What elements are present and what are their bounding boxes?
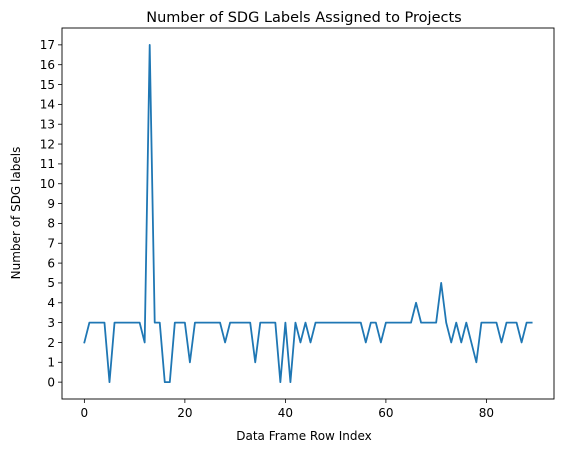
x-axis-label: Data Frame Row Index (236, 429, 371, 443)
y-tick-label: 5 (47, 276, 55, 290)
y-tick-label: 7 (47, 237, 55, 251)
plot-area (62, 28, 554, 399)
x-tick-label: 40 (278, 406, 293, 420)
x-tick-label: 80 (479, 406, 494, 420)
y-tick-label: 1 (47, 356, 55, 370)
y-tick-label: 11 (40, 157, 55, 171)
y-tick-label: 12 (40, 137, 55, 151)
y-tick-label: 4 (47, 296, 55, 310)
y-tick-label: 8 (47, 217, 55, 231)
y-tick-label: 10 (40, 177, 55, 191)
x-tick-label: 20 (177, 406, 192, 420)
y-tick-label: 2 (47, 336, 55, 350)
y-tick-label: 16 (40, 58, 55, 72)
chart-title: Number of SDG Labels Assigned to Project… (146, 10, 461, 26)
y-tick-label: 17 (40, 38, 55, 52)
y-tick-label: 6 (47, 256, 55, 270)
y-tick-label: 14 (40, 98, 55, 112)
x-tick-label: 60 (378, 406, 393, 420)
y-tick-label: 13 (40, 118, 55, 132)
y-tick-label: 15 (40, 78, 55, 92)
y-tick-label: 0 (47, 375, 55, 389)
plot-frame (61, 27, 555, 400)
x-tick-label: 0 (81, 406, 89, 420)
sdg-label-count-line (83, 43, 533, 384)
y-axis-label: Number of SDG labels (9, 147, 23, 280)
y-tick-label: 3 (47, 316, 55, 330)
y-tick-label: 9 (47, 197, 55, 211)
x-axis-ticks: 0 20 40 60 80 (81, 399, 494, 420)
